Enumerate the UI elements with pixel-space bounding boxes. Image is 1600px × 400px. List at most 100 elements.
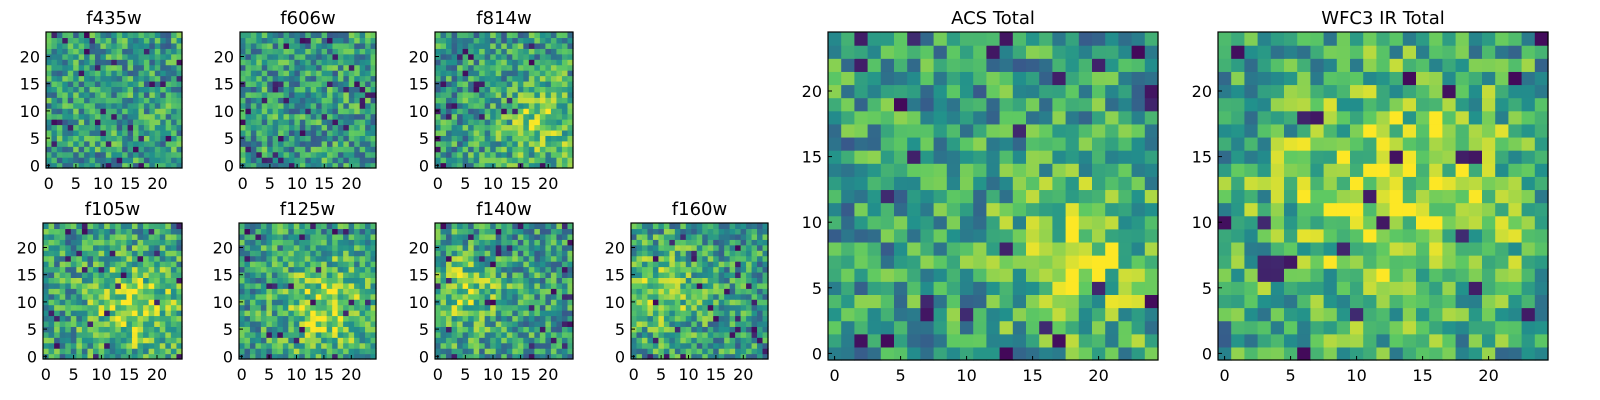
heatmap-cell <box>495 80 502 87</box>
heatmap-cell <box>337 37 344 44</box>
heatmap-cell <box>46 64 53 71</box>
heatmap-cell <box>1065 320 1080 335</box>
heatmap-cell <box>757 233 764 240</box>
heatmap-cell <box>299 239 306 246</box>
heatmap-cell <box>523 342 530 349</box>
heatmap-cell <box>143 271 150 278</box>
heatmap-cell <box>56 48 63 55</box>
heatmap-cell <box>62 53 69 60</box>
heatmap-cell <box>111 97 118 104</box>
heatmap-cell <box>266 261 273 268</box>
heatmap-cell <box>506 299 513 306</box>
heatmap-cell <box>332 315 339 322</box>
heatmap-cell <box>354 102 361 109</box>
heatmap-cell <box>245 75 252 82</box>
heatmap-cell <box>245 48 252 55</box>
heatmap-cell <box>359 37 366 44</box>
heatmap-cell <box>757 299 764 306</box>
heatmap-cell <box>315 266 322 273</box>
heatmap-cell <box>98 255 105 262</box>
heatmap-cell <box>446 250 453 257</box>
heatmap-cell <box>78 119 85 126</box>
heatmap-cell <box>359 42 366 49</box>
heatmap-cell <box>239 266 246 273</box>
heatmap-cell <box>293 250 300 257</box>
heatmap-cell <box>907 320 921 335</box>
heatmap-cell <box>288 135 295 142</box>
heatmap-cell <box>294 64 301 71</box>
heatmap-cell <box>501 266 508 273</box>
heatmap-cell <box>370 108 377 115</box>
heatmap-cell <box>1052 228 1067 243</box>
heatmap-cell <box>122 97 129 104</box>
heatmap-cell <box>56 59 63 66</box>
heatmap-cell <box>702 239 709 246</box>
heatmap-cell <box>148 315 155 322</box>
heatmap-cell <box>986 294 1001 309</box>
heatmap-cell <box>920 215 935 230</box>
heatmap-cell <box>1052 136 1067 151</box>
heatmap-cell <box>669 310 676 317</box>
heatmap-cell <box>490 108 497 115</box>
heatmap-cell <box>176 124 183 131</box>
heatmap-cell <box>652 255 659 262</box>
heatmap-cell <box>143 53 150 60</box>
heatmap-cell <box>176 97 183 104</box>
heatmap-cell <box>137 271 144 278</box>
heatmap-cell <box>127 53 134 60</box>
heatmap-cell <box>707 233 714 240</box>
heatmap-cell <box>337 271 344 278</box>
heatmap-cell <box>305 37 312 44</box>
heatmap-cell <box>501 255 508 262</box>
heatmap-cell <box>261 157 268 164</box>
heatmap-cell <box>104 271 111 278</box>
heatmap-cell <box>293 348 300 355</box>
heatmap-cell <box>545 113 552 120</box>
heatmap-cell <box>528 342 535 349</box>
heatmap-cell <box>316 32 323 39</box>
heatmap-cell <box>299 342 306 349</box>
heatmap-cell <box>56 157 63 164</box>
heatmap-cell <box>293 331 300 338</box>
heatmap-cell <box>539 266 546 273</box>
heatmap-cell <box>138 124 145 131</box>
heatmap-cell <box>946 163 961 177</box>
heatmap-cell <box>109 277 116 284</box>
heatmap-cell <box>550 239 558 246</box>
heatmap-cell <box>293 326 300 333</box>
heatmap-cell <box>84 59 91 66</box>
heatmap-cell <box>310 48 317 55</box>
heatmap-cell <box>305 124 312 131</box>
heatmap-cell <box>93 250 100 257</box>
heatmap-cell <box>104 353 111 360</box>
heatmap-cell <box>94 162 101 169</box>
heatmap-cell <box>746 223 753 230</box>
heatmap-cell <box>880 123 895 138</box>
heatmap-cell <box>724 223 731 230</box>
heatmap-cell <box>517 233 524 240</box>
heatmap-cell <box>70 266 77 273</box>
heatmap-cell <box>81 233 89 240</box>
heatmap-cell <box>501 59 508 66</box>
heatmap-cell <box>691 320 698 327</box>
heatmap-cell <box>490 119 497 126</box>
heatmap-cell <box>539 233 546 240</box>
heatmap-cell <box>98 304 105 311</box>
heatmap-cell <box>462 42 469 49</box>
heatmap-cell <box>255 261 262 268</box>
heatmap-cell <box>746 250 753 257</box>
heatmap-cell <box>46 32 53 39</box>
heatmap-cell <box>545 239 552 246</box>
heatmap-cell <box>143 326 150 333</box>
heatmap-cell <box>1052 241 1067 256</box>
heatmap-cell <box>48 244 55 251</box>
heatmap-cell <box>51 113 58 120</box>
heatmap-cell <box>294 113 301 120</box>
heatmap-cell <box>713 261 720 268</box>
heatmap-cell <box>735 228 742 235</box>
heatmap-cell <box>310 282 317 289</box>
heatmap-cell <box>176 75 183 82</box>
heatmap-cell <box>841 163 855 177</box>
heatmap-cell <box>512 64 519 71</box>
heatmap-cell <box>663 228 670 235</box>
